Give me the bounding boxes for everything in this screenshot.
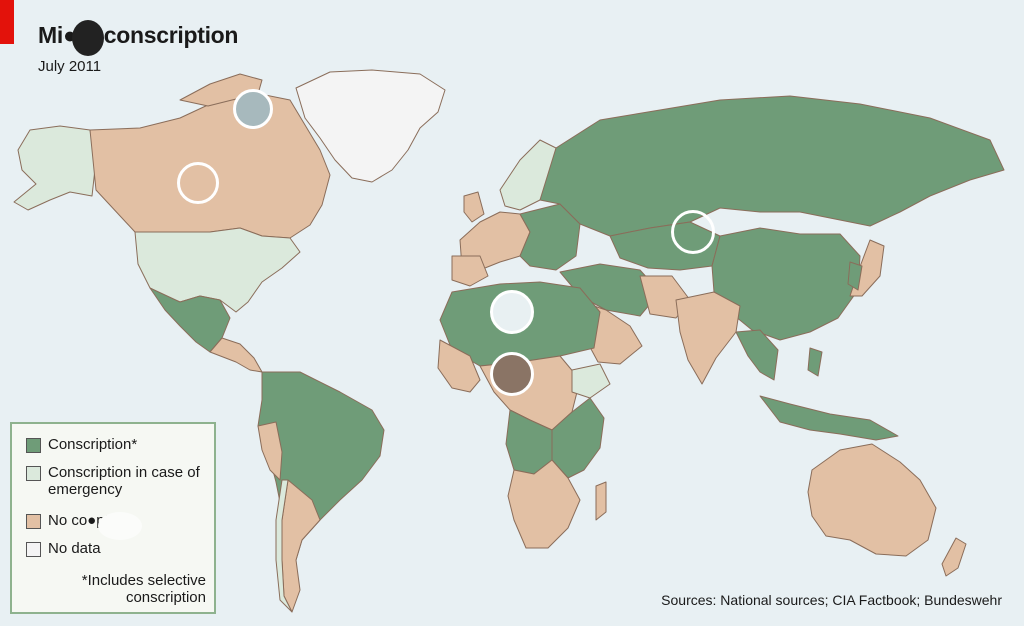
iberia	[451, 255, 489, 287]
southeast-asia	[735, 329, 779, 381]
marker-circle	[490, 290, 534, 334]
marker-circle	[671, 210, 715, 254]
marker-circle	[233, 89, 273, 129]
redaction-mark	[72, 20, 104, 56]
legend-item-conscription: Conscription*	[26, 436, 218, 453]
legend-footnote: *Includes selective conscription	[81, 572, 206, 606]
madagascar	[595, 481, 607, 521]
southern-africa	[507, 459, 581, 549]
legend-item-no-data: No data	[26, 540, 218, 557]
indonesia	[759, 395, 899, 441]
uk	[463, 191, 485, 223]
swatch-no-conscription	[26, 514, 41, 529]
new-zealand	[941, 537, 967, 577]
chart-title: Mi●ry conscription	[38, 22, 239, 48]
australia	[807, 443, 937, 557]
swatch-emergency	[26, 466, 41, 481]
map-legend: Conscription* Conscription in case of em…	[10, 422, 216, 614]
philippines	[807, 347, 823, 377]
peru	[257, 421, 283, 481]
marker-circle	[490, 352, 534, 396]
russia	[539, 95, 1005, 237]
west-africa-coast	[437, 339, 481, 393]
marker-circle	[177, 162, 219, 204]
source-note: Sources: National sources; CIA Factbook;…	[661, 592, 1002, 608]
swatch-conscription	[26, 438, 41, 453]
korea	[847, 261, 863, 291]
legend-label: Conscription*	[48, 436, 138, 453]
greenland	[295, 69, 446, 183]
swatch-no-data	[26, 542, 41, 557]
chart-subtitle: July 2011	[38, 58, 102, 75]
brand-tab	[0, 0, 14, 44]
legend-label: Conscription in case of emergency	[48, 464, 200, 498]
legend-label: No data	[48, 540, 101, 557]
india	[675, 291, 741, 385]
redaction-mark	[98, 512, 142, 540]
legend-item-emergency: Conscription in case of emergency	[26, 464, 218, 498]
ethiopia	[571, 363, 611, 399]
central-america	[209, 337, 263, 373]
canada-islands	[179, 73, 263, 107]
alaska	[13, 125, 97, 211]
chile	[275, 479, 293, 613]
